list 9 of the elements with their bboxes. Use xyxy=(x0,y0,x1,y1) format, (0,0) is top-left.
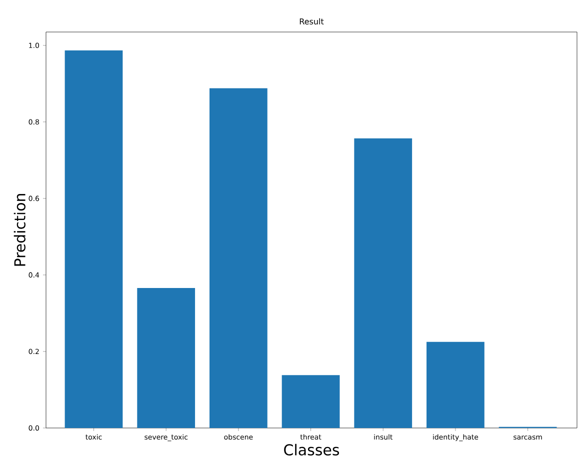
chart-title: Result xyxy=(300,18,324,24)
bar xyxy=(137,288,196,428)
x-axis-title: Classes xyxy=(284,444,340,456)
bar xyxy=(426,342,484,428)
y-axis-title: Prediction xyxy=(14,194,26,266)
bar xyxy=(282,375,340,428)
bar xyxy=(210,88,268,428)
bar xyxy=(64,50,123,428)
bar xyxy=(354,138,412,428)
